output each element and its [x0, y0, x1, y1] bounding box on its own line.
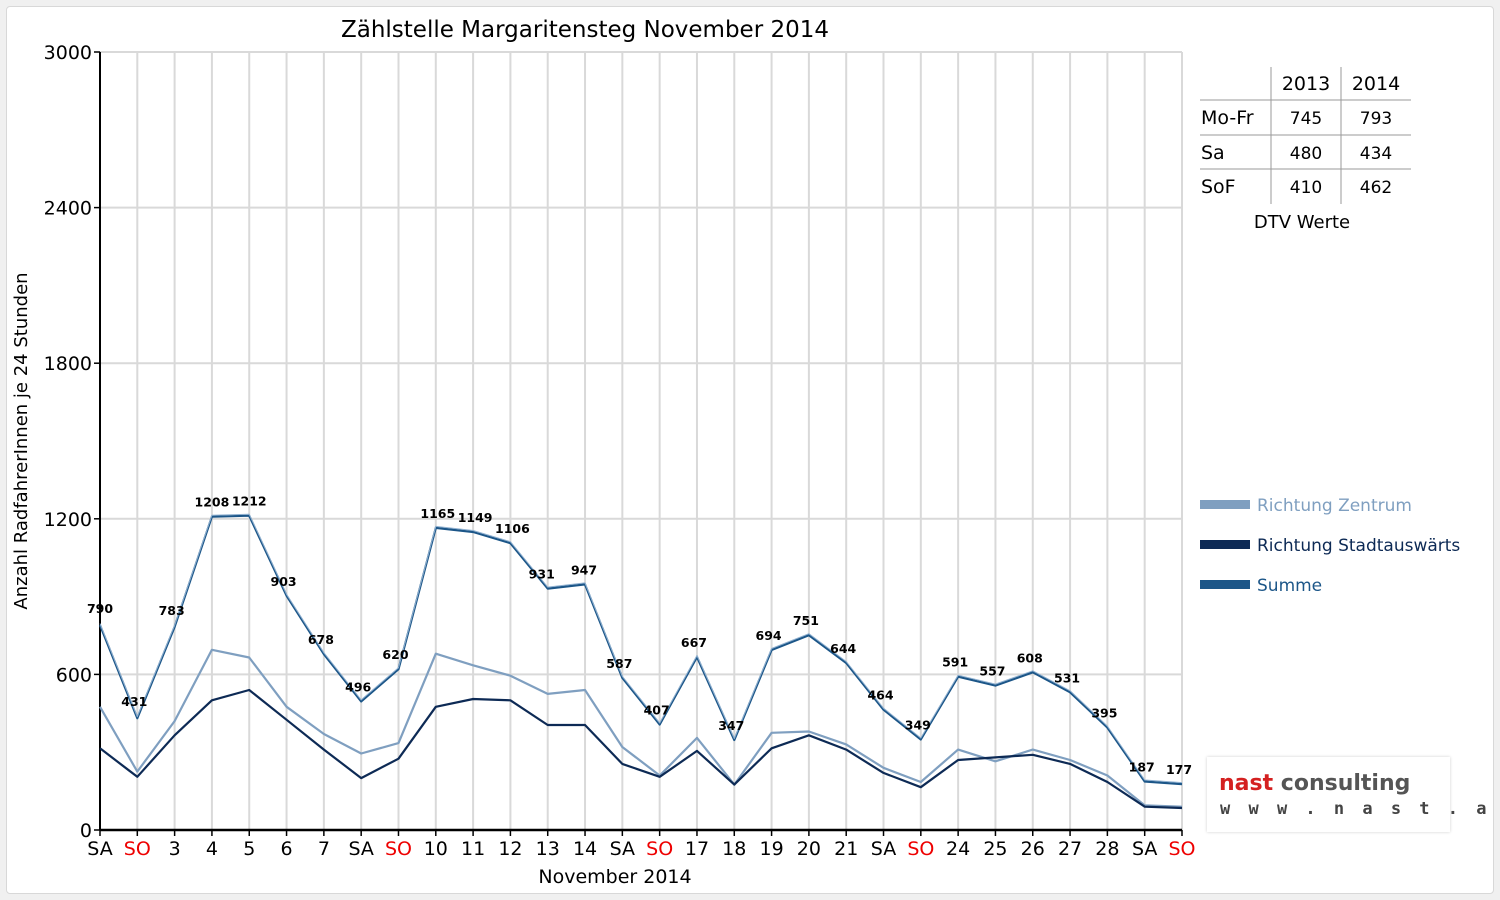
data-label: 1106 — [495, 521, 530, 536]
data-label: 751 — [793, 613, 819, 628]
series-line-highlight — [99, 513, 1183, 784]
data-label: 931 — [529, 567, 555, 582]
x-tick-label: SO — [385, 838, 412, 860]
x-tick-label: 28 — [1095, 838, 1119, 860]
legend-label-3: Summe — [1257, 576, 1322, 596]
x-tick-label: 3 — [169, 838, 181, 860]
table-cell-2014: 434 — [1360, 144, 1392, 164]
table-cell-2013: 410 — [1290, 178, 1322, 198]
y-tick-label: 0 — [80, 820, 92, 842]
data-label: 496 — [345, 679, 371, 694]
x-tick-label: SO — [907, 838, 934, 860]
y-axis-title: Anzahl RadfahrerInnen je 24 Stunden — [11, 272, 32, 609]
data-label: 644 — [830, 641, 856, 656]
y-tick-label: 1200 — [44, 509, 92, 531]
x-axis-title: November 2014 — [538, 866, 691, 888]
x-tick-label: SA — [1132, 838, 1157, 860]
x-tick-label: 20 — [797, 838, 821, 860]
table-row-label: SoF — [1201, 176, 1236, 198]
data-label: 187 — [1129, 760, 1155, 775]
company-logo: nast consulting w w w . n a s t . a t — [1207, 757, 1500, 832]
y-tick-label: 3000 — [44, 42, 92, 64]
data-label: 407 — [644, 702, 670, 717]
data-label: 395 — [1091, 706, 1117, 721]
data-label: 620 — [382, 647, 408, 662]
x-tick-label: 24 — [946, 838, 970, 860]
data-label: 694 — [756, 628, 782, 643]
table-cell-2014: 793 — [1360, 109, 1392, 129]
legend-swatch-1 — [1200, 500, 1250, 509]
x-tick-label: 5 — [243, 838, 255, 860]
data-label: 347 — [718, 718, 744, 733]
table-cell-2013: 745 — [1290, 109, 1322, 129]
data-label: 790 — [87, 601, 113, 616]
legend-swatch-3 — [1200, 580, 1250, 589]
x-tick-label: 4 — [206, 838, 218, 860]
chart-frame: 0 600 1200 1800 2400 3000 SA SO 3 4 5 6 7 SA SO 10 11 12 1… — [6, 6, 1500, 894]
x-tick-label: 14 — [573, 838, 597, 860]
series-line-2 — [99, 688, 1183, 810]
series-line-3 — [98, 514, 1183, 786]
data-label: 591 — [942, 655, 968, 670]
logo-wordmark: nast consulting — [1219, 771, 1411, 796]
x-tick-label: SA — [87, 838, 112, 860]
x-tick-label: 6 — [281, 838, 293, 860]
x-tick-label: 27 — [1058, 838, 1082, 860]
table-header-2013: 2013 — [1282, 73, 1330, 95]
table-row-label: Sa — [1201, 142, 1225, 164]
y-tick-label: 600 — [56, 664, 92, 686]
x-tick-label: 13 — [536, 838, 560, 860]
table-row-label: Mo-Fr — [1201, 107, 1254, 129]
legend-swatch-2 — [1200, 540, 1250, 549]
data-label: 1212 — [232, 494, 267, 509]
y-tick-label: 2400 — [44, 198, 92, 220]
data-label: 1165 — [420, 506, 455, 521]
x-tick-label: 19 — [759, 838, 783, 860]
data-label: 947 — [571, 562, 597, 577]
data-label: 557 — [979, 664, 1005, 679]
logo-url: w w w . n a s t . a t — [1220, 799, 1500, 819]
x-tick-label: 21 — [834, 838, 858, 860]
data-label: 678 — [308, 632, 334, 647]
x-tick-label: SO — [1168, 838, 1195, 860]
data-label: 531 — [1054, 670, 1080, 685]
chart-title: Zählstelle Margaritensteg November 2014 — [341, 17, 829, 43]
table-cell-2014: 462 — [1360, 178, 1392, 198]
x-tick-label: 12 — [498, 838, 522, 860]
data-label: 1208 — [195, 495, 230, 510]
x-tick-label: SO — [646, 838, 673, 860]
x-tick-label: 7 — [318, 838, 330, 860]
data-label: 667 — [681, 635, 707, 650]
series-line-1 — [99, 648, 1183, 808]
x-tick-label: SA — [348, 838, 373, 860]
x-tick-label: 26 — [1021, 838, 1045, 860]
x-tick-label: 10 — [424, 838, 448, 860]
y-tick-label: 1800 — [44, 353, 92, 375]
data-label: 1149 — [458, 510, 493, 525]
x-tick-label: 18 — [722, 838, 746, 860]
legend-label-2: Richtung Stadtauswärts — [1257, 536, 1460, 556]
x-tick-label: 11 — [461, 838, 485, 860]
data-label: 177 — [1166, 762, 1192, 777]
x-tick-label: SA — [610, 838, 635, 860]
data-label: 431 — [121, 694, 147, 709]
x-tick-label: SA — [871, 838, 896, 860]
data-label: 349 — [905, 717, 931, 732]
data-label: 608 — [1017, 650, 1043, 665]
data-label: 783 — [159, 603, 185, 618]
legend-label-1: Richtung Zentrum — [1257, 496, 1412, 516]
table-header-2014: 2014 — [1352, 73, 1400, 95]
x-tick-label: SO — [124, 838, 151, 860]
x-tick-label: 17 — [685, 838, 709, 860]
table-caption: DTV Werte — [1254, 212, 1350, 233]
data-label: 587 — [606, 656, 632, 671]
data-label: 903 — [271, 574, 297, 589]
x-tick-label: 25 — [983, 838, 1007, 860]
table-cell-2013: 480 — [1290, 144, 1322, 164]
data-label: 464 — [867, 688, 893, 703]
